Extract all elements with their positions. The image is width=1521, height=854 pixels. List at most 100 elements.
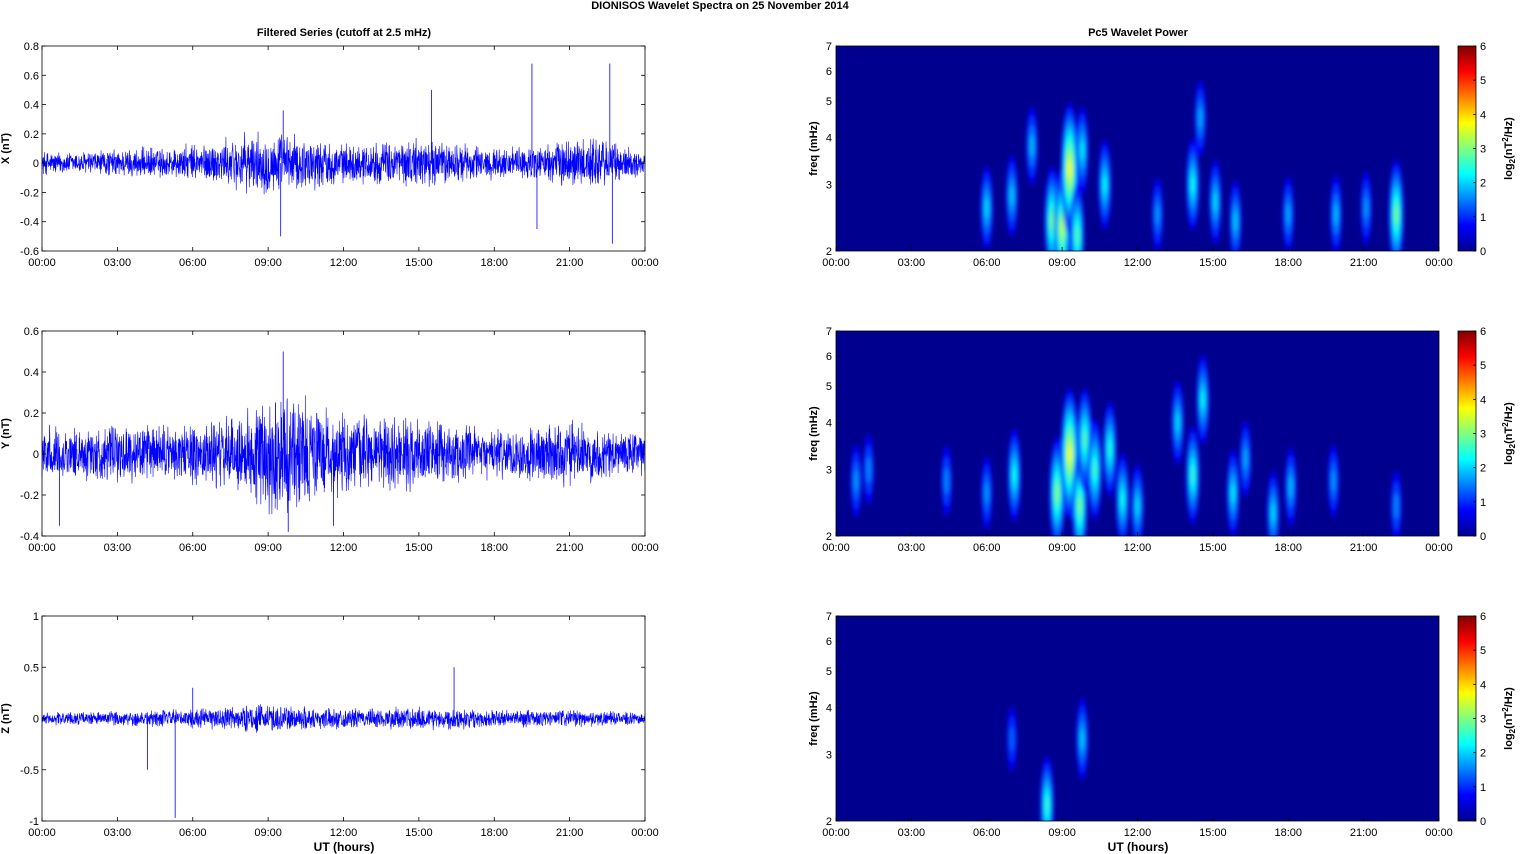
colorbar-tick-label: 2: [1480, 463, 1486, 475]
right-column-title: Pc5 Wavelet Power: [1088, 27, 1189, 39]
x-tick-label: 21:00: [1350, 542, 1378, 554]
y-axis-label: freq (mHz): [808, 406, 820, 461]
x-tick-label: 18:00: [1274, 827, 1302, 839]
y-tick-label: 7: [826, 41, 832, 53]
colorbar-tick-label: 2: [1480, 748, 1486, 760]
timeseries-panel-y: -0.4 -0.2 0 0.2 0.4 0.6 00:00 03:00 06:00 09:00 12…: [0, 326, 659, 554]
colorbar-tick-label: 5: [1480, 75, 1486, 87]
x-tick-label: 12:00: [330, 542, 358, 554]
y-axis-label: X (nT): [0, 133, 12, 164]
x-tick-label: 12:00: [1124, 827, 1152, 839]
y-tick-label: 4: [826, 418, 832, 430]
wavelet-panel-3: 2 3 4 5 6 7 00:00 03:00 06:00 09:00 12:00 15:00 18:0…: [808, 611, 1517, 839]
y-tick-label: 3: [826, 750, 832, 762]
x-tick-label: 00:00: [1425, 827, 1453, 839]
y-tick-label: 0.2: [24, 408, 39, 420]
x-tick-label: 06:00: [179, 542, 207, 554]
y-tick-label: 0: [33, 158, 39, 170]
x-tick-label: 00:00: [631, 257, 659, 269]
colorbar-tick-label: 1: [1480, 497, 1486, 509]
colorbar: 0 1 2 3 4 5 6 log2(nT2/Hz): [1457, 326, 1517, 543]
x-tick-label: 09:00: [254, 827, 282, 839]
x-tick-label: 09:00: [254, 257, 282, 269]
x-tick-label: 18:00: [480, 827, 508, 839]
wavelet-panel-2: 2 3 4 5 6 7 00:00 03:00 06:00 09:00 12:00 15:00 18:0…: [808, 326, 1517, 554]
power-blob: [1135, 496, 1140, 517]
power-blob: [1060, 219, 1064, 237]
y-tick-label: -1: [29, 816, 39, 828]
y-tick-label: 2: [826, 246, 832, 258]
power-blob: [1333, 203, 1339, 226]
x-tick-label: 09:00: [1048, 827, 1076, 839]
colorbar-tick-label: 5: [1480, 360, 1486, 372]
x-tick-label: 00:00: [1425, 542, 1453, 554]
spectrum-background: [836, 46, 1439, 251]
x-tick-label: 18:00: [1274, 542, 1302, 554]
x-tick-label: 15:00: [405, 542, 433, 554]
y-tick-label: 1: [33, 611, 39, 623]
power-blob: [1120, 490, 1125, 509]
power-blob: [853, 470, 859, 492]
power-blob: [1082, 430, 1087, 449]
colorbar-tick-label: 3: [1480, 144, 1486, 156]
y-tick-label: -0.2: [20, 187, 39, 199]
x-tick-label: 21:00: [556, 257, 584, 269]
power-blob: [1364, 197, 1369, 219]
power-blob: [1080, 140, 1085, 161]
colorbar-label: log2(nT2/Hz): [1501, 402, 1517, 465]
x-tick-label: 09:00: [1048, 542, 1076, 554]
timeseries-panel-x: -0.6 -0.4 -0.2 0 0.2 0.4 0.6 0.8 00:00 03:00 06:00…: [0, 41, 659, 269]
x-tick-label: 21:00: [1350, 257, 1378, 269]
x-tick-label: 03:00: [898, 542, 926, 554]
colorbar-tick-label: 0: [1480, 246, 1486, 258]
trace-line: [41, 704, 646, 733]
x-tick-label: 18:00: [1274, 257, 1302, 269]
x-tick-label: 00:00: [1425, 257, 1453, 269]
x-tick-label: 12:00: [1124, 542, 1152, 554]
colorbar-tick-label: 6: [1480, 611, 1486, 623]
x-tick-label: 06:00: [973, 542, 1001, 554]
power-blob: [1067, 445, 1072, 463]
x-tick-label: 18:00: [480, 542, 508, 554]
x-tick-label: 00:00: [631, 827, 659, 839]
y-axis-label: Z (nT): [0, 703, 12, 734]
power-blob: [1213, 191, 1218, 212]
colorbar-tick-label: 6: [1480, 41, 1486, 53]
power-blob: [1230, 482, 1236, 504]
y-tick-label: 0.8: [24, 41, 39, 53]
power-blobs: [1006, 698, 1089, 821]
power-blobs: [850, 354, 1402, 536]
y-tick-label: 6: [826, 351, 832, 363]
x-tick-label: 00:00: [28, 257, 56, 269]
power-blob: [1077, 497, 1082, 515]
x-tick-label: 15:00: [405, 257, 433, 269]
x-tick-label: 03:00: [104, 257, 132, 269]
plot-area: [42, 46, 645, 251]
power-blob: [1331, 470, 1336, 492]
colorbar-tick-label: 1: [1480, 212, 1486, 224]
y-tick-label: 5: [826, 381, 832, 393]
x-tick-label: 00:00: [631, 542, 659, 554]
x-tick-label: 06:00: [973, 257, 1001, 269]
y-tick-label: -0.4: [20, 531, 39, 543]
x-tick-label: 03:00: [898, 257, 926, 269]
power-blob: [1190, 465, 1195, 486]
x-tick-label: 18:00: [480, 257, 508, 269]
x-tick-label: 00:00: [822, 542, 850, 554]
power-blob: [1092, 460, 1097, 479]
x-tick-label: 06:00: [973, 827, 1001, 839]
y-tick-label: -0.5: [20, 765, 39, 777]
power-blob: [1200, 390, 1205, 409]
power-blob: [1190, 175, 1195, 195]
colorbar-tick-label: 6: [1480, 326, 1486, 338]
power-blob: [1067, 160, 1072, 178]
y-tick-label: 2: [826, 816, 832, 828]
y-tick-label: 0.2: [24, 129, 39, 141]
x-tick-label: 06:00: [179, 827, 207, 839]
x-tick-label: 00:00: [822, 827, 850, 839]
power-blob: [984, 482, 989, 504]
x-tick-label: 15:00: [1199, 827, 1227, 839]
power-blob: [1233, 211, 1238, 231]
y-tick-label: 3: [826, 465, 832, 477]
x-tick-label: 00:00: [28, 542, 56, 554]
